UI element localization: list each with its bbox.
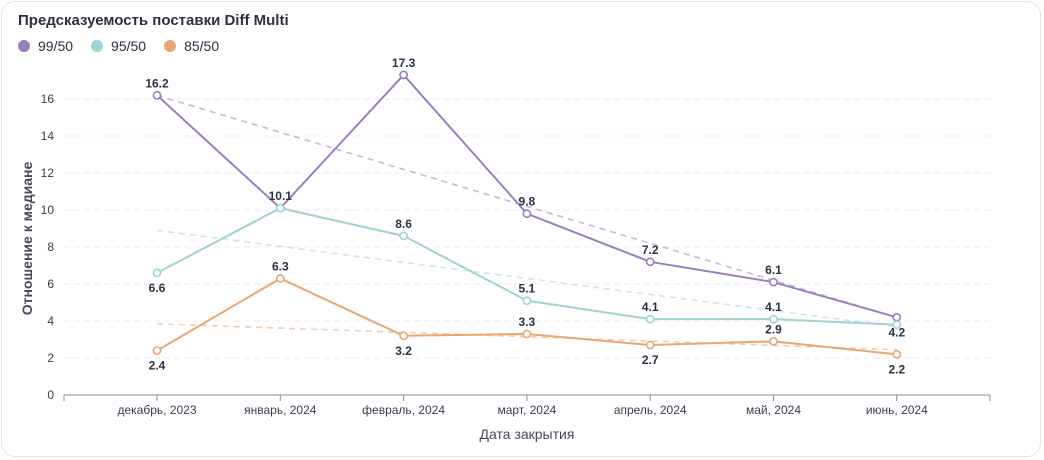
data-label: 6.6 <box>149 281 166 295</box>
chart-title: Предсказуемость поставки Diff Multi <box>18 12 289 29</box>
data-labels: 16.2 10.1 17.3 9.8 7.2 6.1 4.2 6.6 8.6 5.1 4.1 4.1 2… <box>145 56 905 376</box>
data-point <box>769 277 778 287</box>
data-label: 8.6 <box>395 217 412 231</box>
data-point <box>152 90 162 100</box>
x-tick-label: июнь, 2024 <box>866 403 928 417</box>
x-tick-label: апрель, 2024 <box>614 403 687 417</box>
data-point <box>645 257 655 267</box>
data-point <box>152 268 162 278</box>
data-label: 2.4 <box>149 359 166 373</box>
y-tick-label: 10 <box>41 203 55 217</box>
y-tick-label: 8 <box>47 240 54 254</box>
legend-dot-85-50 <box>164 40 177 52</box>
data-point <box>892 312 902 322</box>
data-label: 9.8 <box>519 195 536 209</box>
data-label: 6.3 <box>272 259 289 273</box>
data-label: 3.3 <box>519 315 536 329</box>
x-axis-title: Дата закрытия <box>480 426 575 442</box>
data-label: 4.1 <box>765 300 782 314</box>
data-label: 3.2 <box>395 344 412 358</box>
x-tick-label: январь, 2024 <box>244 403 317 417</box>
data-label: 2.2 <box>888 362 905 376</box>
data-label: 17.3 <box>392 56 416 70</box>
data-point <box>275 203 285 213</box>
y-tick-label: 0 <box>47 388 54 402</box>
y-tick-label: 12 <box>41 166 55 180</box>
data-point <box>769 336 778 346</box>
data-point <box>399 231 408 241</box>
y-tick-label: 4 <box>47 314 54 328</box>
x-tick-label: декабрь, 2023 <box>117 403 196 417</box>
data-label: 4.1 <box>642 300 659 314</box>
data-point <box>769 314 778 324</box>
data-point <box>645 340 655 350</box>
series-line-95-50 <box>156 207 897 326</box>
x-tick-label: май, 2024 <box>746 403 801 417</box>
axes: 0 2 4 6 8 10 12 14 16 декабрь, 2023 январь, 2024 фе… <box>41 92 991 417</box>
data-point <box>645 314 655 324</box>
y-tick-label: 2 <box>47 351 54 365</box>
legend-label-99-50: 99/50 <box>38 38 74 54</box>
data-label: 2.9 <box>765 322 782 336</box>
data-label: 10.1 <box>269 189 293 203</box>
legend-item-85-50[interactable]: 85/50 <box>164 38 219 54</box>
data-label: 16.2 <box>145 76 169 90</box>
y-axis-title: Отношение к медиане <box>19 162 35 316</box>
legend-dot-95-50 <box>91 40 104 52</box>
gridlines <box>64 98 990 359</box>
trend-lines <box>156 94 898 351</box>
x-tick-label: март, 2024 <box>497 403 556 417</box>
y-tick-label: 16 <box>41 92 55 106</box>
data-point <box>522 329 532 339</box>
legend-label-85-50: 85/50 <box>184 38 220 54</box>
data-label: 7.2 <box>642 243 659 257</box>
legend: 99/50 95/50 85/50 <box>18 38 219 54</box>
data-label: 2.7 <box>642 353 659 367</box>
x-tick-label: февраль, 2024 <box>362 403 445 417</box>
data-point <box>399 70 408 80</box>
trend-line-95-50 <box>156 229 897 328</box>
data-point <box>892 349 902 359</box>
data-label: 4.2 <box>888 325 905 339</box>
y-tick-label: 14 <box>41 129 55 143</box>
data-point <box>399 331 408 341</box>
data-label: 6.1 <box>765 263 782 277</box>
legend-label-95-50: 95/50 <box>111 38 147 54</box>
y-tick-label: 6 <box>47 277 54 291</box>
data-point <box>522 296 532 306</box>
series-lines <box>152 70 902 359</box>
data-point <box>522 209 532 219</box>
legend-item-95-50[interactable]: 95/50 <box>91 38 146 54</box>
legend-dot-99-50 <box>18 40 30 52</box>
data-point <box>892 320 902 330</box>
data-label: 5.1 <box>519 282 536 296</box>
data-point <box>152 346 162 355</box>
data-point <box>275 274 285 283</box>
legend-item-99-50[interactable]: 99/50 <box>18 38 73 54</box>
